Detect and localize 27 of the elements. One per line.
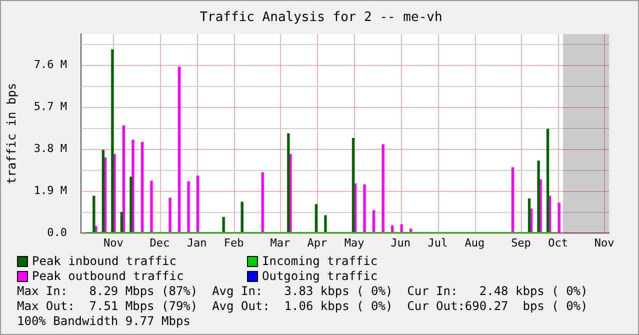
x-tick-label: Nov (103, 236, 124, 250)
y-tick-label: 7.6 M (34, 58, 68, 71)
x-tick-label: Jul (428, 236, 448, 250)
chart-title: Traffic Analysis for 2 -- me-vh (200, 10, 442, 25)
x-tick-label: Apr (307, 236, 328, 250)
y-tick-label: 0.0 (47, 226, 67, 239)
legend-label: Outgoing traffic (261, 269, 379, 284)
x-tick-label: Sep (511, 236, 531, 250)
text: Max Out: 7.51 Mbps (79%) Avg Out: 1.06 kbps ( 0%) Cur Out:690.27 bps ( 0%) (17, 299, 588, 313)
text: Max In: 8.29 Mbps (87%) Avg In: 3.83 kbps ( 0%) Cur In: 2.48 kbps ( 0%) (17, 284, 588, 298)
legend-label: Peak outbound traffic (31, 269, 185, 284)
legend-label: Incoming traffic (261, 254, 379, 269)
x-tick-label: Dec (150, 236, 170, 250)
legend-label: Peak inbound traffic (31, 254, 178, 269)
text: 100% Bandwidth 9.77 Mbps (17, 314, 190, 328)
x-tick-label: Oct (548, 236, 568, 250)
x-tick-label: Mar (270, 236, 290, 250)
y-axis-title: traffic in bps (4, 82, 18, 184)
y-tick-label: 1.9 M (34, 184, 68, 197)
x-tick-label: May (344, 236, 365, 250)
x-tick-label: Jun (390, 236, 411, 250)
x-tick-label: Nov (594, 236, 615, 250)
x-tick-label: Aug (464, 236, 485, 250)
y-tick-label: 5.7 M (34, 100, 68, 113)
x-tick-label: Feb (224, 236, 244, 250)
y-tick-label: 3.8 M (34, 142, 68, 155)
x-tick-label: Jan (186, 236, 207, 250)
